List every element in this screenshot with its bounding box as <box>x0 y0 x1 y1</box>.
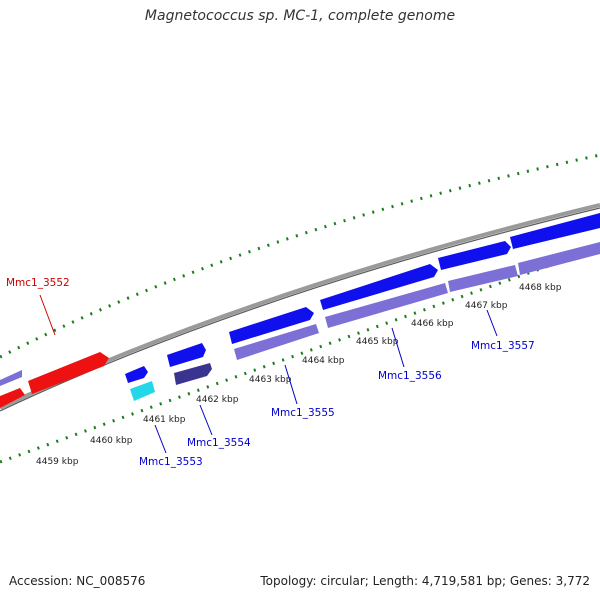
leader-line <box>284 364 298 405</box>
genome-backbone <box>0 203 600 410</box>
gene-label[interactable]: Mmc1_3553 <box>139 456 203 468</box>
kbp-label: 4460 kbp <box>90 436 133 446</box>
gene-arrow-blue-3 <box>320 264 438 310</box>
inner-tick-ring <box>0 246 600 464</box>
gene-arrow-dark <box>174 363 212 385</box>
leader-line <box>391 327 405 368</box>
gene-arrow-blue-4 <box>438 241 511 270</box>
gene-arrow-light-1 <box>234 324 319 360</box>
gene-label[interactable]: Mmc1_3555 <box>271 407 335 419</box>
leader-line <box>486 309 498 337</box>
gene-arrow-blue-5 <box>510 213 600 249</box>
leader-line <box>199 404 213 436</box>
leader-line <box>154 424 167 454</box>
kbp-label: 4465 kbp <box>356 337 399 347</box>
gene-arrow-light-4 <box>518 242 600 275</box>
kbp-label: 4463 kbp <box>249 375 292 385</box>
gene-arrow-red-1 <box>0 388 25 408</box>
outer-tick-ring <box>0 153 600 359</box>
kbp-label: 4462 kbp <box>196 395 239 405</box>
gene-label[interactable]: Mmc1_3557 <box>471 340 535 352</box>
leader-line <box>39 294 56 336</box>
gene-arrow-light-2 <box>325 283 448 328</box>
genome-backbone-shadow <box>0 207 600 412</box>
gene-arrow-cyan <box>130 381 155 401</box>
gene-arrow-light-3 <box>448 265 518 292</box>
gene-label[interactable]: Mmc1_3556 <box>378 370 442 382</box>
gene-arrow-blue-small <box>125 366 148 383</box>
gene-label[interactable]: Mmc1_3552 <box>6 277 70 289</box>
kbp-label: 4466 kbp <box>411 319 454 329</box>
accession-label: Accession: NC_008576 <box>9 574 146 588</box>
gene-label[interactable]: Mmc1_3554 <box>187 437 251 449</box>
kbp-label: 4467 kbp <box>465 301 508 311</box>
genome-summary: Topology: circular; Length: 4,719,581 bp… <box>260 574 590 588</box>
gene-arrow-red-2 <box>28 352 109 394</box>
map-title: Magnetococcus sp. MC-1, complete genome <box>144 8 456 24</box>
gene-arrow-blue-1 <box>167 343 206 367</box>
kbp-label: 4464 kbp <box>302 356 345 366</box>
kbp-label: 4461 kbp <box>143 415 186 425</box>
kbp-label: 4459 kbp <box>36 457 79 467</box>
kbp-label: 4468 kbp <box>519 283 562 293</box>
reverse-lane-left <box>0 370 22 386</box>
gene-arrow-blue-2 <box>229 307 314 344</box>
